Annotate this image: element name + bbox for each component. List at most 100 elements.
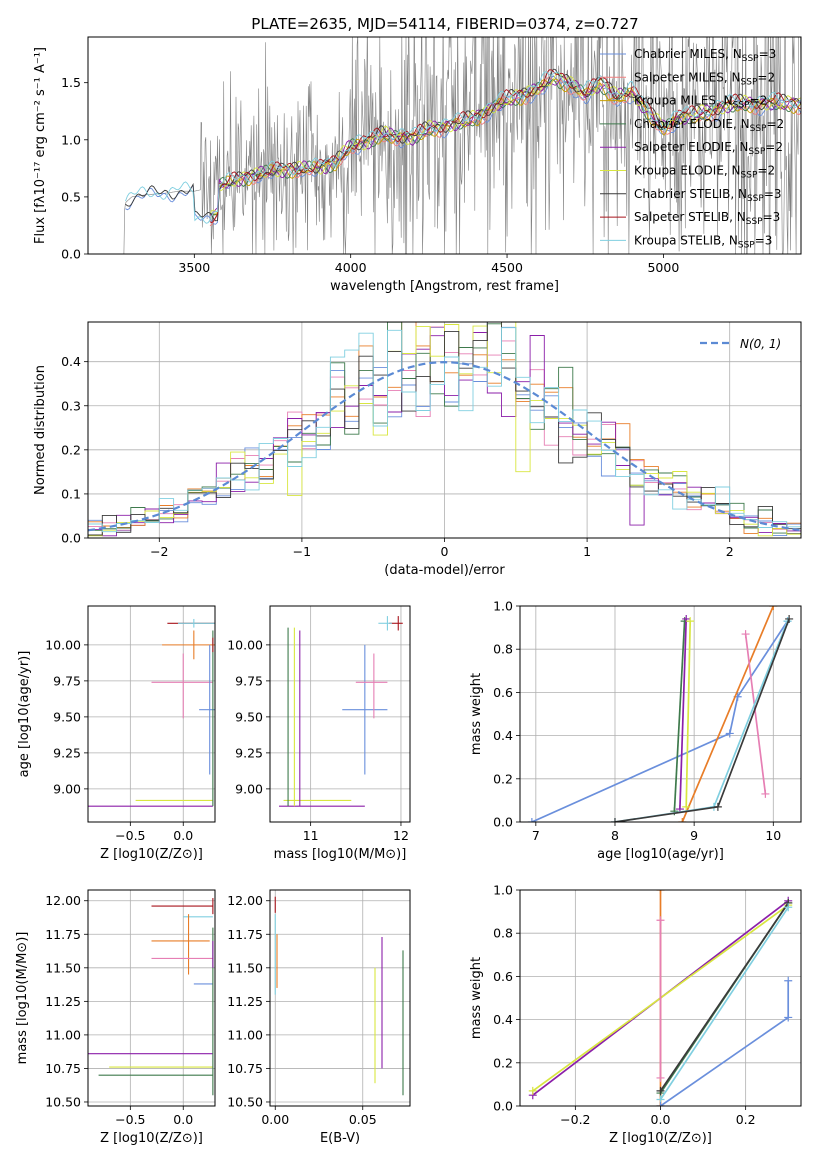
- y-tick-label: 11.50: [227, 960, 263, 975]
- y-tick-label: 1.0: [493, 599, 513, 614]
- legend-entry: N(0, 1): [740, 337, 781, 351]
- weight-marker: [725, 729, 734, 738]
- y-tick-label: 0.3: [61, 398, 81, 413]
- model-curve: [209, 69, 801, 224]
- weight-marker: [656, 890, 665, 894]
- model-curve: [125, 68, 801, 222]
- model-curve: [209, 72, 801, 217]
- x-tick-label: −2: [150, 544, 168, 559]
- spectrum-panel: 3500 4000 4500 5000 0.0 0.5 1.0 1.5 wavelength […: [33, 36, 802, 294]
- age-vs-metallicity-panel: −0.5 0.0 9.00 9.25 9.50 9.75 10.00 Z [log10(Z/Z…: [17, 605, 216, 862]
- weight-series: [682, 617, 695, 811]
- axes: 0.00 0.05 10.50 10.75 11.00 11.25 11.50 11.75 12…: [227, 889, 411, 1146]
- y-tick-label: 10.50: [45, 1094, 81, 1109]
- legend-entry: Kroupa MILES, NSSP=2: [634, 94, 767, 111]
- plot-area: [527, 606, 794, 822]
- residuals-panel: −2 −1 0 1 2 0.0 0.1 0.2 0.3 0.4 (data-model)/error…: [33, 321, 802, 578]
- x-axis-label: Z [log10(Z/Z⊙)]: [100, 847, 203, 862]
- weight-series: [527, 617, 792, 822]
- axes: 3500 4000 4500 5000 0.0 0.5 1.0 1.5 wavelength […: [33, 36, 802, 294]
- x-tick-label: 0.0: [173, 828, 193, 843]
- y-tick-label: 11.75: [227, 927, 263, 942]
- weight-line: [659, 906, 789, 1100]
- y-tick-label: 0.0: [493, 1099, 513, 1114]
- x-tick-label: −0.5: [115, 1112, 145, 1127]
- weight-marker: [682, 802, 691, 811]
- y-tick-label: 1.0: [61, 132, 81, 147]
- x-tick-label: 0.05: [349, 1112, 377, 1127]
- model-curve: [209, 78, 801, 216]
- axes-frame: [87, 605, 216, 823]
- x-tick-label: 10: [765, 828, 781, 843]
- residual-histogram: [88, 327, 801, 533]
- weight-marker: [527, 818, 536, 822]
- weight-marker: [769, 606, 778, 610]
- axes-frame: [87, 889, 216, 1107]
- y-axis-label: age [log10(age/yr)]: [17, 651, 32, 778]
- y-tick-label: 1.5: [61, 75, 81, 90]
- weight-marker: [761, 789, 770, 798]
- weight-line: [744, 633, 767, 795]
- x-tick-label: 2: [726, 544, 734, 559]
- y-tick-label: 10.75: [45, 1061, 81, 1076]
- y-tick-label: 0.0: [493, 815, 513, 830]
- mass-vs-metallicity-panel: −0.5 0.0 10.50 10.75 11.00 11.25 11.50 11.75 12.…: [15, 889, 216, 1146]
- weight-marker: [528, 1086, 537, 1095]
- age-vs-mass-panel: 11 12 9.00 9.25 9.50 9.75 10.00 mass [log10(M/M…: [227, 605, 411, 862]
- y-tick-label: 0.0: [61, 531, 81, 546]
- x-tick-label: 12: [393, 828, 409, 843]
- plot-area: [88, 322, 801, 537]
- x-axis-label: (data-model)/error: [384, 563, 505, 578]
- weight-marker: [656, 1086, 665, 1095]
- y-tick-label: 0.4: [493, 1012, 513, 1027]
- weight-line: [673, 621, 686, 812]
- x-tick-label: 5000: [647, 260, 679, 275]
- y-tick-label: 12.00: [227, 893, 263, 908]
- axes: −0.2 0.0 0.2 0.0 0.2 0.4 0.6 0.8 1.0 Z [log10(Z/Z…: [469, 883, 802, 1146]
- axes-frame: [519, 605, 802, 823]
- x-axis-label: Z [log10(Z/Z⊙)]: [609, 1131, 712, 1146]
- y-tick-label: 0.6: [493, 969, 513, 984]
- x-axis-label: wavelength [Angstrom, rest frame]: [330, 279, 559, 294]
- x-tick-label: 9: [690, 828, 698, 843]
- errorbar-point: [177, 618, 215, 628]
- errorbar-point: [162, 630, 215, 660]
- x-tick-label: −0.2: [560, 1112, 590, 1127]
- plot-area: [279, 616, 403, 807]
- x-tick-label: 4500: [491, 260, 523, 275]
- legend-entry: Salpeter ELODIE, NSSP=2: [634, 140, 783, 157]
- x-tick-label: −0.5: [115, 828, 145, 843]
- grid-lines: [270, 890, 410, 1106]
- y-tick-label: 0.1: [61, 486, 81, 501]
- axes: −0.5 0.0 9.00 9.25 9.50 9.75 10.00 Z [log10(Z/Z…: [17, 605, 216, 862]
- x-tick-label: 4000: [335, 260, 367, 275]
- plot-area: [88, 618, 215, 807]
- weight-series: [656, 903, 793, 1104]
- y-tick-label: 10.50: [227, 1094, 263, 1109]
- axes: 11 12 9.00 9.25 9.50 9.75 10.00 mass [log10(M/M…: [227, 605, 411, 862]
- axes: −2 −1 0 1 2 0.0 0.1 0.2 0.3 0.4 (data-model)/error…: [33, 321, 802, 578]
- x-axis-label: age [log10(age/yr)]: [597, 847, 724, 862]
- errorbar-point: [151, 914, 210, 975]
- residual-histogram: [88, 322, 801, 535]
- axes-frame: [269, 605, 411, 823]
- axes: −0.5 0.0 10.50 10.75 11.00 11.25 11.50 11.75 12.…: [15, 889, 216, 1146]
- x-tick-label: 7: [532, 828, 540, 843]
- x-tick-label: 1: [583, 544, 591, 559]
- y-tick-label: 11.00: [45, 1027, 81, 1042]
- weight-series: [741, 630, 770, 798]
- y-tick-label: 0.2: [61, 442, 81, 457]
- weight-series: [656, 916, 665, 1082]
- grid-lines: [88, 890, 215, 1106]
- y-tick-label: 0.2: [493, 1055, 513, 1070]
- weight-line: [531, 620, 789, 822]
- weight-series: [656, 976, 793, 1106]
- y-tick-label: 11.25: [45, 994, 81, 1009]
- weight-marker: [784, 1013, 793, 1022]
- residual-histogram: [88, 322, 801, 536]
- legend-entry: Salpeter MILES, NSSP=2: [634, 70, 775, 87]
- y-tick-label: 11.00: [227, 1027, 263, 1042]
- weight-marker: [656, 1073, 665, 1082]
- weight-marker: [610, 818, 619, 822]
